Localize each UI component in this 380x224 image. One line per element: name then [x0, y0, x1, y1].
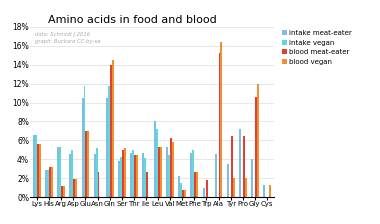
Legend: intake meat-eater, intake vegan, blood meat-eater, blood vegan: intake meat-eater, intake vegan, blood m…	[282, 30, 352, 65]
Bar	[94, 154, 96, 197]
Bar	[134, 155, 136, 197]
Bar	[49, 167, 51, 197]
Bar	[194, 172, 196, 197]
Bar	[82, 98, 84, 197]
Bar	[243, 136, 245, 197]
Bar	[190, 153, 192, 197]
Bar	[130, 153, 132, 197]
Bar	[96, 148, 98, 197]
Bar	[227, 164, 229, 197]
Bar	[61, 186, 63, 197]
Text: data: Schmidt J 2016
graph: Buckare CC-by-sa: data: Schmidt J 2016 graph: Buckare CC-b…	[35, 32, 101, 44]
Bar	[118, 161, 120, 197]
Bar	[86, 131, 87, 197]
Bar	[168, 155, 170, 197]
Bar	[63, 186, 65, 197]
Bar	[269, 185, 271, 197]
Bar	[172, 142, 174, 197]
Bar	[98, 172, 100, 197]
Bar	[166, 147, 168, 197]
Bar	[37, 144, 39, 197]
Bar	[70, 154, 71, 197]
Bar	[51, 167, 53, 197]
Bar	[112, 60, 114, 197]
Bar	[33, 135, 35, 197]
Bar	[233, 178, 234, 197]
Bar	[215, 154, 217, 197]
Bar	[182, 190, 184, 197]
Bar	[47, 170, 49, 197]
Bar	[122, 150, 124, 197]
Bar	[203, 188, 204, 197]
Bar	[154, 121, 156, 197]
Bar	[57, 147, 59, 197]
Bar	[160, 147, 162, 197]
Bar	[192, 150, 194, 197]
Bar	[146, 172, 148, 197]
Bar	[220, 42, 222, 197]
Bar	[206, 180, 208, 197]
Bar	[255, 97, 257, 197]
Bar	[124, 148, 126, 197]
Bar	[45, 170, 47, 197]
Bar	[156, 129, 158, 197]
Bar	[239, 129, 241, 197]
Bar	[180, 183, 182, 197]
Bar	[218, 53, 220, 197]
Bar	[178, 176, 180, 197]
Bar	[106, 98, 108, 197]
Bar	[73, 179, 75, 197]
Bar	[120, 157, 122, 197]
Title: Amino acids in food and blood: Amino acids in food and blood	[48, 15, 217, 25]
Bar	[110, 65, 112, 197]
Bar	[231, 136, 233, 197]
Bar	[108, 86, 110, 197]
Bar	[87, 131, 89, 197]
Bar	[184, 190, 186, 197]
Bar	[132, 150, 134, 197]
Bar	[84, 86, 86, 197]
Bar	[158, 147, 160, 197]
Bar	[35, 135, 37, 197]
Bar	[39, 144, 41, 197]
Bar	[144, 158, 146, 197]
Bar	[170, 138, 172, 197]
Bar	[245, 178, 247, 197]
Bar	[142, 153, 144, 197]
Bar	[59, 147, 61, 197]
Bar	[251, 159, 253, 197]
Bar	[263, 185, 265, 197]
Bar	[75, 179, 77, 197]
Bar	[71, 150, 73, 197]
Bar	[196, 172, 198, 197]
Bar	[136, 155, 138, 197]
Bar	[257, 84, 259, 197]
